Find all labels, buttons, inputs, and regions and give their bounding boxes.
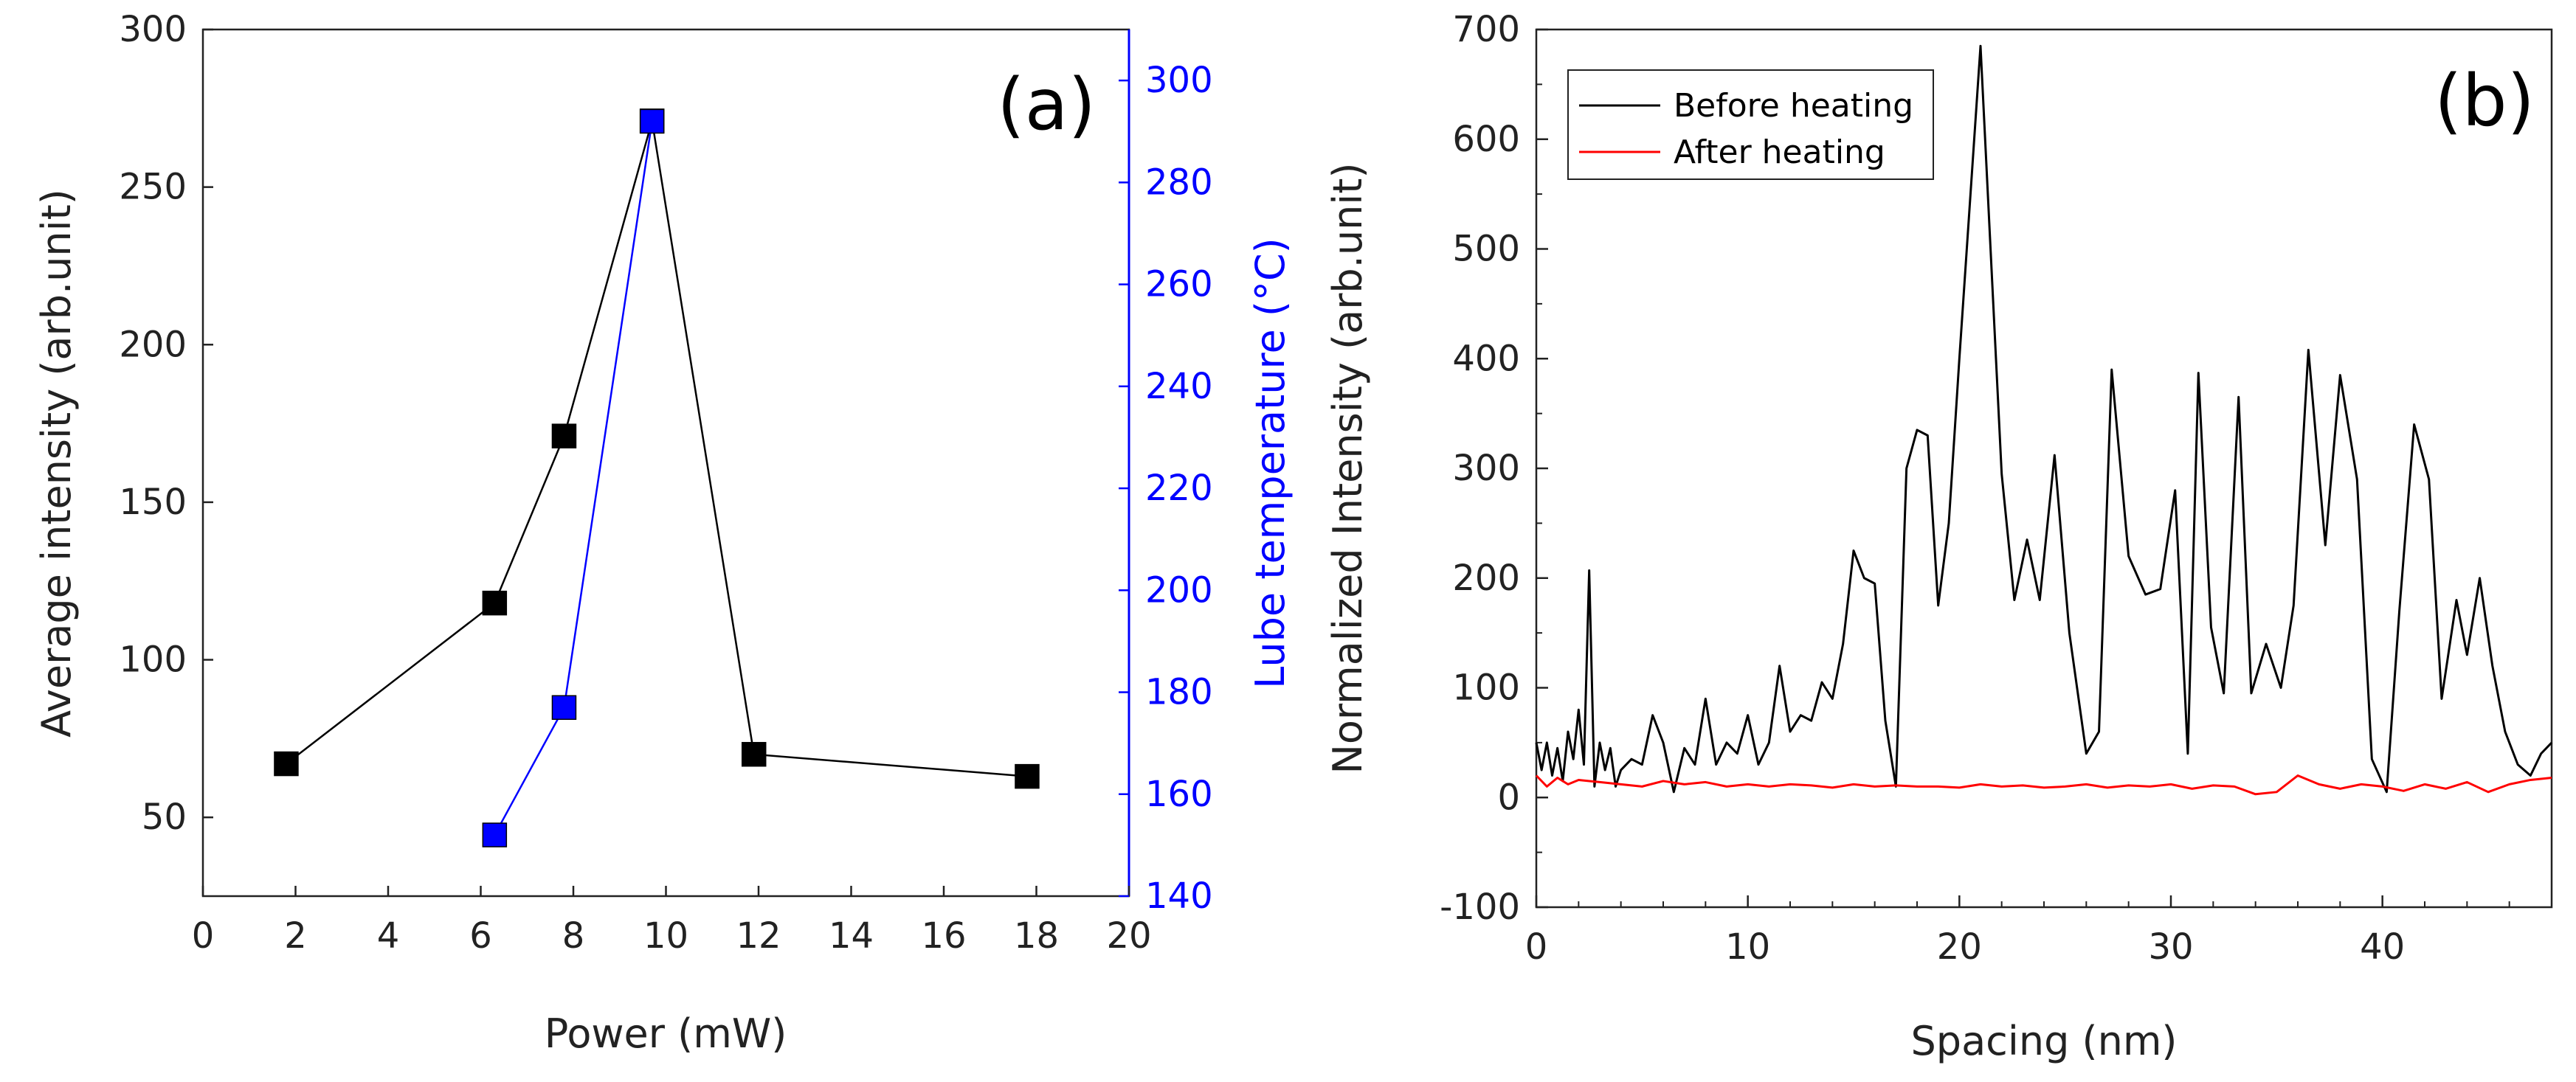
a-series-0-marker xyxy=(551,423,577,448)
b-x-tick-label: 30 xyxy=(2148,926,2193,968)
a-y-tick-label: 150 xyxy=(119,482,187,523)
a-y-tick-label: 250 xyxy=(119,167,187,208)
a-series-1-marker xyxy=(551,695,577,721)
a-x-tick-label: 8 xyxy=(562,915,585,957)
a-y2-tick-label: 280 xyxy=(1145,162,1213,203)
a-y2-tick-label: 300 xyxy=(1145,60,1213,101)
a-x-tick-label: 6 xyxy=(469,915,492,957)
b-y-tick-label: 0 xyxy=(1497,777,1520,818)
panel-a-y2-ticks: 140 160 180 200 220 240 260 280 300 xyxy=(1119,60,1213,917)
a-x-tick-label: 18 xyxy=(1014,915,1059,957)
a-y-tick-label: 300 xyxy=(119,9,187,50)
a-y2-tick-label: 220 xyxy=(1145,468,1213,509)
a-series-line-1 xyxy=(494,121,653,836)
b-y-tick-label: -100 xyxy=(1440,887,1520,928)
panel-a-x-ticks: 0 2 4 6 8 10 12 14 16 18 20 xyxy=(192,886,1152,957)
a-x-tick-label: 14 xyxy=(829,915,874,957)
b-y-tick-label: 400 xyxy=(1452,338,1520,379)
legend-box xyxy=(1567,69,1934,180)
a-series-0-marker xyxy=(274,751,299,777)
a-y2-tick-label: 240 xyxy=(1145,366,1213,407)
b-y-tick-label: 500 xyxy=(1452,229,1520,270)
a-x-tick-label: 0 xyxy=(192,915,215,957)
a-series-1-marker xyxy=(482,822,508,847)
a-series-line-0 xyxy=(286,120,1028,777)
a-x-tick-label: 4 xyxy=(377,915,400,957)
b-series-line-0 xyxy=(1535,44,2553,794)
a-x-tick-label: 20 xyxy=(1106,915,1151,957)
panel-a-plot-frame xyxy=(201,28,1130,898)
b-y-tick-label: 700 xyxy=(1452,9,1520,50)
panel-a-label: (a) xyxy=(997,63,1096,146)
a-x-tick-label: 16 xyxy=(921,915,966,957)
b-y-tick-label: 100 xyxy=(1452,667,1520,709)
a-x-tick-label: 2 xyxy=(284,915,307,957)
panel-a-y-axis-title: Average intensity (arb.unit) xyxy=(33,189,80,738)
b-series-line-1 xyxy=(1535,774,2552,796)
b-x-tick-label: 40 xyxy=(2360,926,2405,968)
a-series-0-marker xyxy=(1015,763,1040,789)
b-y-tick-label: 300 xyxy=(1452,448,1520,489)
legend-label-after: After heating xyxy=(1674,133,1885,171)
panel-b-series xyxy=(1535,44,2553,796)
panel-b-x-axis-title: Spacing (nm) xyxy=(1911,1018,2178,1064)
a-y2-tick-label: 160 xyxy=(1145,774,1213,815)
b-y-tick-label: 200 xyxy=(1452,558,1520,599)
a-y2-tick-label: 140 xyxy=(1145,875,1213,917)
panel-a-x-axis-title: Power (mW) xyxy=(545,1010,787,1057)
panel-b-legend: Before heating After heating xyxy=(1567,69,1934,180)
panel-b-x-ticks: 0 10 20 30 40 xyxy=(1525,895,2552,968)
a-series-0-marker xyxy=(482,590,508,616)
b-x-tick-label: 10 xyxy=(1725,926,1770,968)
panel-b-y-ticks: -100 0 100 200 300 400 500 600 700 xyxy=(1440,9,1548,928)
a-x-tick-label: 12 xyxy=(736,915,781,957)
a-y2-tick-label: 260 xyxy=(1145,264,1213,305)
a-y-tick-label: 200 xyxy=(119,324,187,365)
b-x-tick-label: 0 xyxy=(1525,926,1548,968)
a-y-tick-label: 100 xyxy=(119,639,187,681)
panel-b-y-axis-title: Normalized Intensity (arb.unit) xyxy=(1325,162,1371,774)
a-series-0-marker xyxy=(741,741,767,767)
a-y-tick-label: 50 xyxy=(142,797,187,838)
panel-a-series xyxy=(274,108,1040,847)
legend-label-before: Before heating xyxy=(1674,87,1913,125)
b-x-tick-label: 20 xyxy=(1937,926,1982,968)
b-y-tick-label: 600 xyxy=(1452,119,1520,160)
a-series-1-marker xyxy=(639,108,665,134)
panel-a-y2-axis-title: Lube temperature (°C) xyxy=(1247,237,1294,688)
panel-a-y-ticks: 50 100 150 200 250 300 xyxy=(119,9,213,838)
a-y2-tick-label: 200 xyxy=(1145,569,1213,611)
a-x-tick-label: 10 xyxy=(643,915,688,957)
a-y2-tick-label: 180 xyxy=(1145,672,1213,713)
panel-b-label: (b) xyxy=(2434,60,2535,142)
